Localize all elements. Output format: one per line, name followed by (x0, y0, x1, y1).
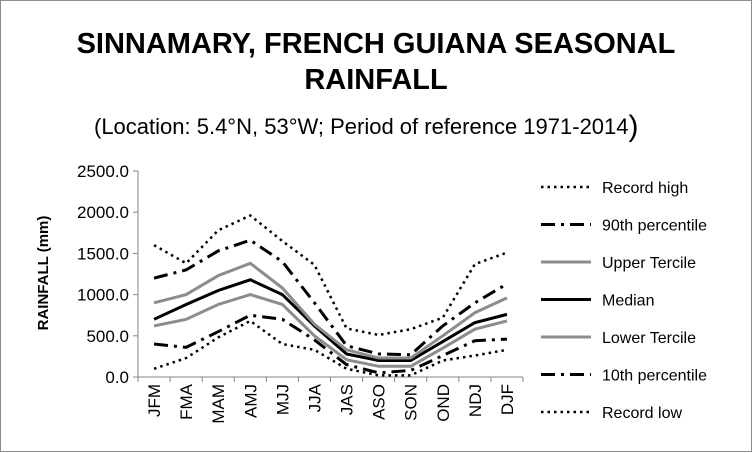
x-tick-label: SON (402, 384, 421, 421)
series-line (153, 293, 508, 368)
chart-subtitle: (Location: 5.4°N, 53°W; Period of refere… (94, 110, 639, 143)
x-tick-label: JJA (305, 383, 324, 412)
y-tick-label: 1000.0 (77, 286, 129, 305)
y-tick-label: 500.0 (86, 327, 129, 346)
series-line (153, 278, 508, 363)
chart-title-line-2: RAINFALL (304, 64, 447, 96)
x-tick-label: JFM (145, 384, 164, 417)
y-tick-label: 0.0 (105, 368, 129, 387)
x-tick-label: ASO (370, 384, 389, 420)
chart-subtitle-text: (Location: 5.4°N, 53°W; Period of refere… (94, 114, 629, 139)
y-axis-title: RAINFALL (mm) (35, 216, 52, 331)
x-tick-label: DJF (498, 384, 517, 415)
legend-item-label: 10th percentile (602, 368, 707, 385)
series-line (153, 319, 508, 377)
y-tick-label: 2500.0 (77, 162, 129, 181)
series-line (153, 261, 508, 360)
x-tick-label: JAS (338, 384, 357, 415)
plot-area: 0.0 500.0 1000.0 1500.0 2000.0 2500.0 JFM FMA MA… (77, 162, 524, 424)
legend-item-label: Median (602, 293, 654, 310)
chart-subtitle-paren: ) (629, 110, 639, 143)
chart-title-line-1: SINNAMARY, FRENCH GUIANA SEASONAL (77, 28, 676, 60)
y-tick-label: 1500.0 (77, 244, 129, 263)
x-tick-label: FMA (177, 383, 196, 420)
legend-item-label: Record high (602, 180, 688, 197)
legend: Record high 90th percentile Upper Tercile M… (541, 180, 707, 422)
legend-item-label: 90th percentile (602, 218, 707, 235)
series-line (153, 238, 508, 357)
legend-item-label: Lower Tercile (602, 330, 696, 347)
series-line (153, 214, 508, 337)
y-tick-label: 2000.0 (77, 203, 129, 222)
x-tick-label: MAM (209, 384, 228, 424)
x-tick-label: NDJ (466, 384, 485, 417)
legend-item-label: Upper Tercile (602, 255, 696, 272)
legend-item-label: Record low (602, 405, 682, 422)
x-tick-label: AMJ (241, 384, 260, 418)
x-tick-label: OND (434, 384, 453, 422)
x-tick-label: MJJ (273, 384, 292, 415)
series-line (153, 313, 508, 375)
